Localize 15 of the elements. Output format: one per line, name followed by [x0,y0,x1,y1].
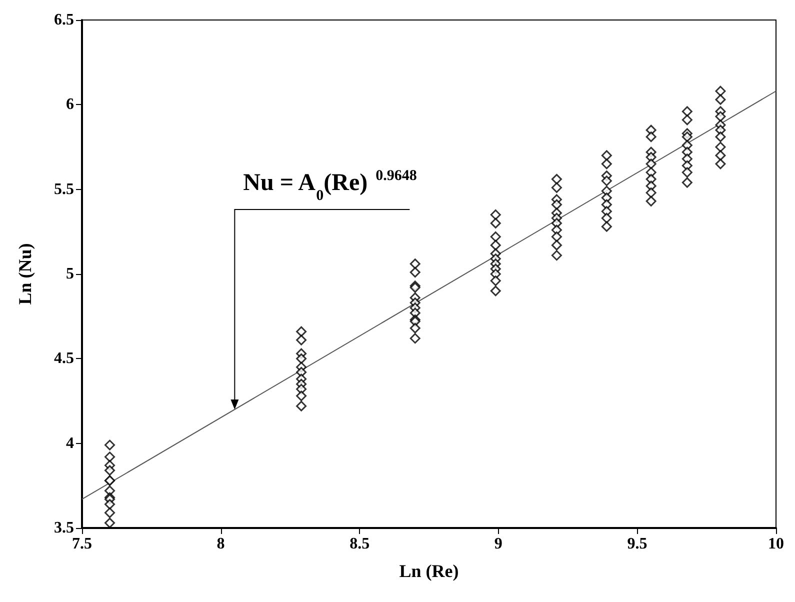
x-tick-label: 10 [768,536,784,552]
y-tick-label: 4 [66,434,74,452]
y-axis-title: Ln (Nu) [15,243,35,305]
x-tick-label: 9 [494,536,502,552]
y-tick-label: 4.5 [54,350,74,368]
x-tick-label: 8.5 [350,536,370,552]
y-tick-label: 6.5 [54,12,74,28]
y-tick-label: 6 [66,96,74,114]
x-axis-title: Ln (Re) [399,561,459,581]
x-tick-label: 9.5 [627,536,648,552]
y-tick-label: 3.5 [54,520,74,536]
x-tick-label: 8 [216,536,225,552]
y-tick-label: 5 [66,266,74,282]
x-tick-label: 7.5 [72,536,92,552]
y-tick-label: 5.5 [54,180,74,198]
